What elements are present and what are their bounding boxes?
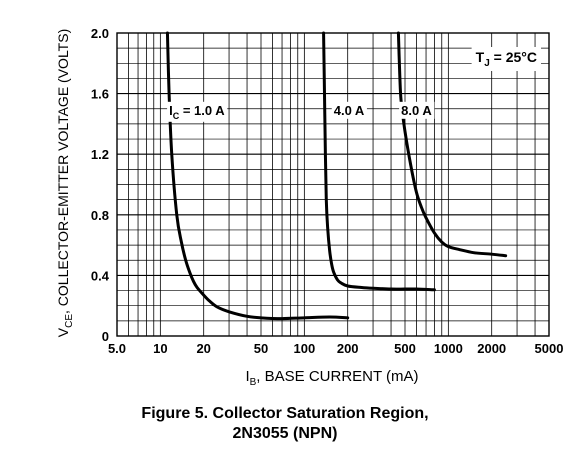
figure-caption-line2: 2N3055 (NPN) bbox=[232, 425, 338, 442]
x-tick-label: 20 bbox=[196, 341, 210, 356]
annotation-bg bbox=[471, 47, 541, 71]
x-tick-label: 500 bbox=[394, 341, 416, 356]
y-tick-label: 1.2 bbox=[91, 147, 109, 162]
x-tick-label: 2000 bbox=[477, 341, 506, 356]
x-tick-label: 100 bbox=[293, 341, 315, 356]
y-tick-label: 0.4 bbox=[91, 268, 110, 283]
x-tick-label: 50 bbox=[254, 341, 268, 356]
series-label-1: IC = 1.0 A bbox=[169, 103, 225, 121]
y-axis-label: VCE, COLLECTOR-EMITTER VOLTAGE (VOLTS) bbox=[55, 29, 75, 337]
grid-minor bbox=[116, 33, 550, 336]
y-tick-label: 0.8 bbox=[91, 208, 109, 223]
y-tick-label: 1.6 bbox=[91, 87, 109, 102]
series-label-2: 4.0 A bbox=[334, 103, 365, 118]
annotation-group: TJ = 25°C bbox=[471, 47, 541, 71]
series-line-1 bbox=[165, 31, 350, 321]
tick-labels: 5.0 10 20 50 100 200 500 1000 2000 5000 0 0.4 0.8 1.2… bbox=[91, 26, 564, 356]
x-tick-label: 1000 bbox=[434, 341, 463, 356]
series-labels: IC = 1.0 A 4.0 A 8.0 A bbox=[167, 101, 435, 122]
y-tick-label: 0 bbox=[102, 329, 109, 344]
series-line-2 bbox=[322, 31, 436, 292]
figure-caption-line1: Figure 5. Collector Saturation Region, bbox=[141, 405, 429, 422]
junction-temp-label: TJ = 25°C bbox=[476, 49, 537, 69]
series-label-3: 8.0 A bbox=[401, 103, 432, 118]
series-label-bg bbox=[399, 101, 435, 119]
series-label-bg bbox=[331, 101, 367, 119]
x-tick-label: 5000 bbox=[535, 341, 564, 356]
x-axis-label: IB, BASE CURRENT (mA) bbox=[245, 368, 418, 388]
x-tick-label: 10 bbox=[153, 341, 167, 356]
series-label-bg bbox=[167, 101, 228, 122]
plot-frame bbox=[116, 32, 550, 337]
y-tick-label: 2.0 bbox=[91, 26, 109, 41]
x-tick-label: 200 bbox=[337, 341, 359, 356]
x-tick-label: 5.0 bbox=[108, 341, 126, 356]
